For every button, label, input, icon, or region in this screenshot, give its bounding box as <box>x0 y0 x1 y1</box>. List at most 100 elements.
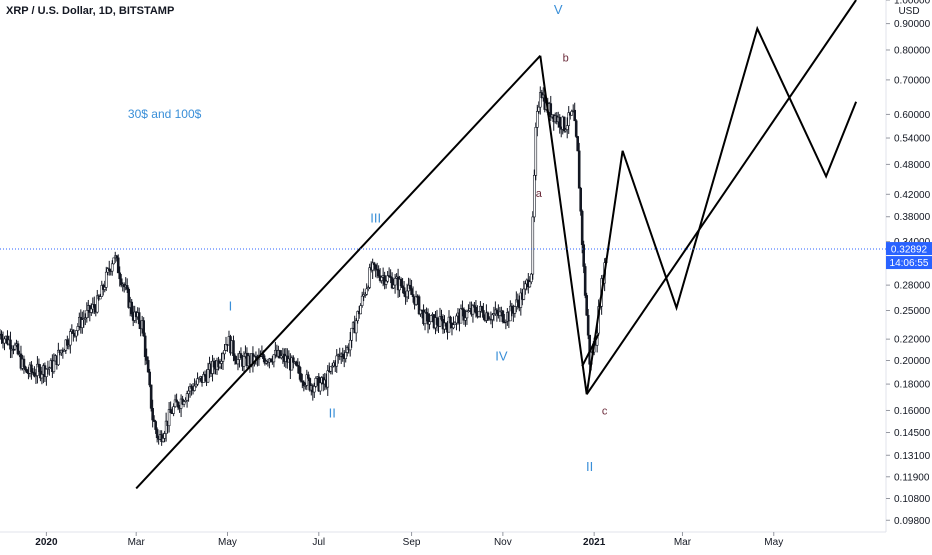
time-tick-label: May <box>218 537 237 548</box>
candle-body <box>75 330 78 337</box>
candle-body <box>528 281 532 288</box>
candle-body <box>464 317 467 321</box>
candle-body <box>104 271 108 288</box>
candle-body <box>516 299 520 303</box>
candle-body <box>3 338 6 344</box>
candle-body <box>429 315 433 323</box>
candle-body <box>360 295 364 306</box>
zigzag-small[interactable] <box>581 333 600 367</box>
candle-body <box>76 326 80 331</box>
candle-body <box>410 288 413 295</box>
price-tick-label: 0.22000 <box>894 335 931 346</box>
candle-body <box>393 278 397 286</box>
candle-body <box>440 316 443 320</box>
candle-body <box>146 360 150 373</box>
candle-body <box>573 109 577 122</box>
candle-body <box>444 322 448 327</box>
price-tick-label: 0.13100 <box>894 451 931 462</box>
candle-body <box>206 369 210 383</box>
candle-body <box>52 360 56 372</box>
price-tick-label: 0.60000 <box>894 110 931 121</box>
candle-body <box>570 111 574 116</box>
candle-body <box>522 288 526 300</box>
trendline-1[interactable] <box>135 55 542 490</box>
candle-body <box>348 339 352 351</box>
annotation-label: IV <box>495 348 508 363</box>
candle-body <box>537 106 541 112</box>
price-tick-label: 1.00000 <box>894 0 931 7</box>
candle-body <box>151 408 154 421</box>
candle-body <box>329 366 333 372</box>
candle-body <box>565 125 569 130</box>
candle-body <box>299 373 303 382</box>
price-tick-label: 0.11900 <box>894 472 930 483</box>
candle-body <box>175 399 178 403</box>
candle-body <box>167 409 171 427</box>
candle-body <box>40 374 44 379</box>
candle-body <box>173 399 177 407</box>
candle-body <box>161 438 165 443</box>
candle-body <box>480 306 484 311</box>
candle-body <box>66 339 69 346</box>
annotation-label: I <box>229 299 233 314</box>
candle-body <box>112 257 116 265</box>
price-axis-unit: USD <box>898 6 919 17</box>
candle-body <box>69 331 72 346</box>
candle-body <box>341 353 345 358</box>
time-axis[interactable]: 2020 Mar May Jul Sep Nov 2021 Mar May <box>35 532 783 548</box>
candle-body <box>405 290 409 298</box>
candle-body <box>372 262 376 266</box>
price-tick-label: 0.09800 <box>894 516 931 527</box>
candle-body <box>408 284 412 289</box>
zigzag-projection[interactable] <box>539 25 858 395</box>
time-tick-label: Mar <box>674 537 692 548</box>
candle-body <box>583 266 587 296</box>
candle-body <box>143 335 147 357</box>
candle-body <box>9 339 12 350</box>
candle-body <box>495 309 499 313</box>
candle-body <box>402 287 406 294</box>
candle-body <box>455 315 458 324</box>
chart-title: XRP / U.S. Dollar, 1D, BITSTAMP <box>6 5 175 17</box>
candle-body <box>474 307 478 314</box>
candle-body <box>423 311 427 324</box>
price-tick-label: 0.38000 <box>894 212 931 223</box>
candle-body <box>377 269 380 277</box>
candle-body <box>428 321 431 325</box>
candle-body <box>482 310 485 318</box>
candle-body <box>176 401 180 408</box>
candle-body <box>477 310 481 317</box>
candle-body <box>491 314 494 320</box>
drawings-layer <box>135 0 858 490</box>
candle-body <box>524 283 527 290</box>
candle-body <box>344 352 348 359</box>
candle-body <box>48 367 51 370</box>
candle-body <box>118 272 122 280</box>
candle-body <box>239 353 243 359</box>
candle-body <box>163 433 166 439</box>
candle-body <box>534 127 538 176</box>
candle-body <box>558 116 562 128</box>
price-tick-label: 0.42000 <box>894 190 931 201</box>
price-tick-label: 0.10800 <box>894 494 931 505</box>
time-tick-label: Jul <box>312 537 325 548</box>
annotation-label: b <box>563 52 569 64</box>
price-tick-label: 0.70000 <box>894 75 931 86</box>
candle-body <box>148 371 151 386</box>
candle-body <box>119 278 123 286</box>
candle-body <box>359 305 362 315</box>
candle-body <box>85 310 89 319</box>
candle-body <box>326 370 330 388</box>
trendline-2[interactable] <box>585 0 857 395</box>
candle-body <box>365 288 368 295</box>
candle-body <box>25 369 29 374</box>
candle-body <box>172 406 175 414</box>
candle-body <box>513 306 517 314</box>
candle-body <box>292 357 295 363</box>
candle-body <box>399 279 403 287</box>
price-tick-label: 0.25000 <box>894 306 931 317</box>
candle-body <box>22 358 26 368</box>
price-tick-label: 0.14500 <box>894 428 931 439</box>
